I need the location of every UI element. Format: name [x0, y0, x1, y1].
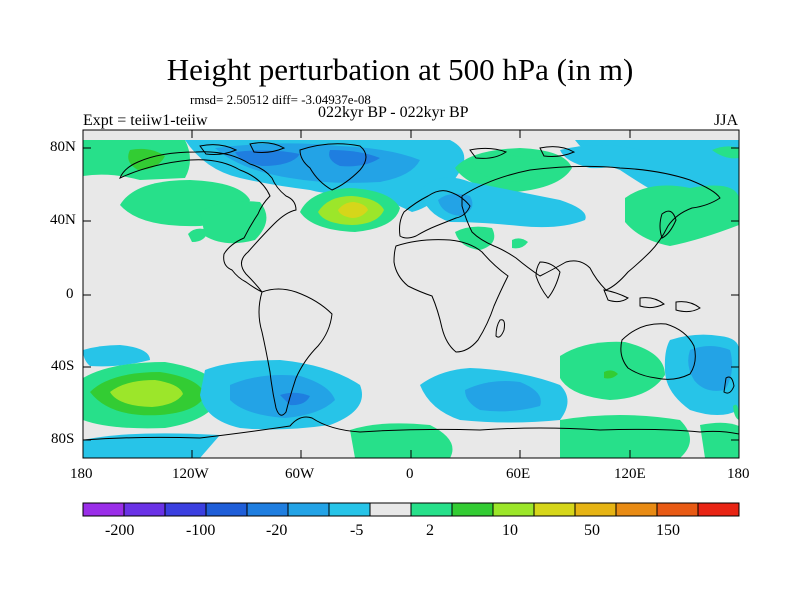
plot-title: Height perturbation at 500 hPa (in m) [166, 52, 634, 87]
season-label: JJA [714, 112, 739, 129]
experiment-label: Expt = teiiw1-teiiw [83, 112, 208, 129]
stats-label: rmsd= 2.50512 diff= -3.04937e-08 [190, 92, 371, 107]
colorbar-box-4 [246, 502, 289, 517]
lat-label-0: 0 [66, 286, 74, 302]
lat-label-80n: 80N [50, 139, 76, 155]
colorbar-box-8 [410, 502, 453, 517]
colorbar-box-12 [574, 502, 617, 517]
lon-label-180e: 180 [727, 466, 750, 482]
colorbar-box-10 [492, 502, 535, 517]
colorbar-box-2 [164, 502, 207, 517]
lat-label-80s: 80S [51, 431, 75, 447]
contour-fields [83, 140, 739, 458]
coastlines [83, 142, 739, 441]
lon-label-60e: 60E [506, 466, 531, 482]
lon-label-60w: 60W [285, 466, 315, 482]
lon-label-0: 0 [406, 466, 414, 482]
colorbar-label: -5 [350, 522, 364, 539]
lat-label-40n: 40N [50, 212, 76, 228]
colorbar-box-9 [451, 502, 494, 517]
colorbar-box-3 [205, 502, 248, 517]
colorbar-label: -20 [266, 522, 288, 539]
colorbar-label: 150 [656, 522, 680, 539]
colorbar-label: -200 [105, 522, 135, 539]
colorbar-label: 10 [502, 522, 518, 539]
colorbar [82, 502, 740, 517]
colorbar-label: -100 [186, 522, 216, 539]
colorbar-box-15 [697, 502, 740, 517]
axis-ticks [83, 130, 739, 458]
colorbar-label: 50 [584, 522, 600, 539]
lon-label-120w: 120W [172, 466, 209, 482]
colorbar-box-7 [369, 502, 412, 517]
colorbar-box-5 [287, 502, 330, 517]
colorbar-box-1 [123, 502, 166, 517]
lon-label-180w: 180 [70, 466, 93, 482]
colorbar-label: 2 [426, 522, 434, 539]
colorbar-box-13 [615, 502, 658, 517]
lon-label-120e: 120E [614, 466, 646, 482]
colorbar-box-6 [328, 502, 371, 517]
period-label: 022kyr BP - 022kyr BP [318, 104, 469, 121]
lat-label-40s: 40S [51, 358, 75, 374]
colorbar-box-0 [82, 502, 125, 517]
colorbar-box-11 [533, 502, 576, 517]
colorbar-box-14 [656, 502, 699, 517]
